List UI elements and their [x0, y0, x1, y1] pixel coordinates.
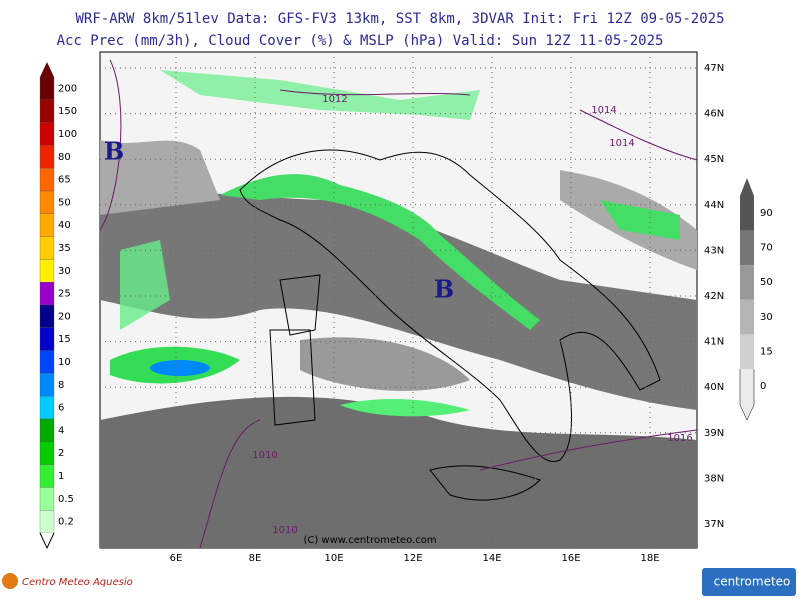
precip-value: 20 — [58, 311, 71, 322]
precip-value: 35 — [58, 243, 71, 254]
isobar-label: 1014 — [609, 138, 634, 149]
precip-swatch — [39, 396, 55, 420]
precip-value: 80 — [58, 152, 71, 163]
precip-swatch — [39, 236, 55, 260]
precip-swatch — [39, 487, 55, 511]
precip-value: 1 — [58, 471, 64, 482]
precip-swatch — [39, 122, 55, 146]
precip-swatch — [39, 145, 55, 169]
precip-value: 100 — [58, 129, 77, 140]
logo-right: centrometeo — [714, 575, 791, 589]
precip-value: 30 — [58, 266, 71, 277]
precip-swatch — [39, 373, 55, 397]
precip-value: 40 — [58, 220, 71, 231]
cloud-value: 90 — [760, 208, 773, 219]
logo-box — [702, 568, 796, 596]
lat-label: 46N — [704, 109, 724, 120]
isobar-label: 1010 — [272, 525, 297, 536]
lon-label: 16E — [561, 553, 580, 564]
precip-value: 4 — [58, 425, 64, 436]
isobar-label: 1012 — [322, 94, 347, 105]
header-line: Acc Prec (mm/3h), Cloud Cover (%) & MSLP… — [57, 33, 664, 49]
isobar-label: 1010 — [252, 450, 277, 461]
lat-label: 47N — [704, 63, 724, 74]
lat-label: 40N — [704, 382, 724, 393]
precip-value: 6 — [58, 403, 64, 414]
scale-cap — [740, 178, 754, 196]
lon-label: 18E — [640, 553, 659, 564]
precip-value: 65 — [58, 175, 71, 186]
precip-swatch — [39, 259, 55, 283]
isobar-label: 1016 — [667, 433, 692, 444]
lat-label: 37N — [704, 519, 724, 530]
header-line: WRF-ARW 8km/51lev Data: GFS-FV3 13km, SS… — [75, 11, 724, 27]
precip-value: 0.5 — [58, 494, 74, 505]
precip-swatch — [39, 99, 55, 123]
lat-label: 42N — [704, 291, 724, 302]
cloud-swatch — [740, 196, 754, 231]
scale-cap — [40, 62, 54, 77]
precip-value: 2 — [58, 448, 64, 459]
pressure-center: B — [104, 137, 124, 166]
cloud-swatch — [740, 334, 754, 369]
precip-swatch — [39, 304, 55, 328]
precip-value: 150 — [58, 106, 77, 117]
pressure-center: B — [434, 275, 454, 304]
logo-left: Centro Meteo Aquesio — [22, 577, 133, 588]
scale-cap — [39, 532, 55, 550]
lat-label: 38N — [704, 473, 724, 484]
precip-value: 0.2 — [58, 517, 74, 528]
cloud-swatch — [740, 265, 754, 300]
cloud-swatch — [740, 230, 754, 266]
isobar-label: 1014 — [591, 105, 616, 116]
precip-swatch — [39, 327, 55, 351]
precip-swatch — [39, 168, 55, 192]
precip-swatch — [39, 510, 55, 534]
lat-label: 45N — [704, 154, 724, 165]
cloud-value: 0 — [760, 381, 766, 392]
scale-cap — [739, 369, 755, 421]
lon-label: 14E — [482, 553, 501, 564]
precip-swatch — [39, 350, 55, 374]
precip-swatch — [39, 76, 55, 100]
precip-value: 15 — [58, 334, 71, 345]
precip-value: 25 — [58, 289, 71, 300]
lat-label: 41N — [704, 337, 724, 348]
precip-swatch — [39, 418, 55, 442]
precip-value: 200 — [58, 83, 77, 94]
cloud-value: 70 — [760, 243, 773, 254]
lat-label: 43N — [704, 245, 724, 256]
lon-label: 8E — [249, 553, 262, 564]
cloud-value: 30 — [760, 312, 773, 323]
cloud-value: 15 — [760, 346, 773, 357]
logo-icon — [2, 573, 18, 589]
cloud-value: 50 — [760, 277, 773, 288]
precip-swatch — [39, 190, 55, 214]
precip-swatch — [39, 213, 55, 237]
precip-value: 50 — [58, 197, 71, 208]
credit: (C) www.centrometeo.com — [303, 535, 436, 546]
precip-value: 10 — [58, 357, 71, 368]
lat-label: 44N — [704, 200, 724, 211]
lat-label: 39N — [704, 428, 724, 439]
precip-swatch — [39, 282, 55, 306]
precip-swatch — [39, 464, 55, 488]
lon-label: 6E — [170, 553, 183, 564]
lon-label: 12E — [403, 553, 422, 564]
cloud-swatch — [740, 299, 754, 335]
precip-swatch — [39, 441, 55, 465]
precip-value: 8 — [58, 380, 64, 391]
lon-label: 10E — [324, 553, 343, 564]
map — [99, 51, 698, 549]
